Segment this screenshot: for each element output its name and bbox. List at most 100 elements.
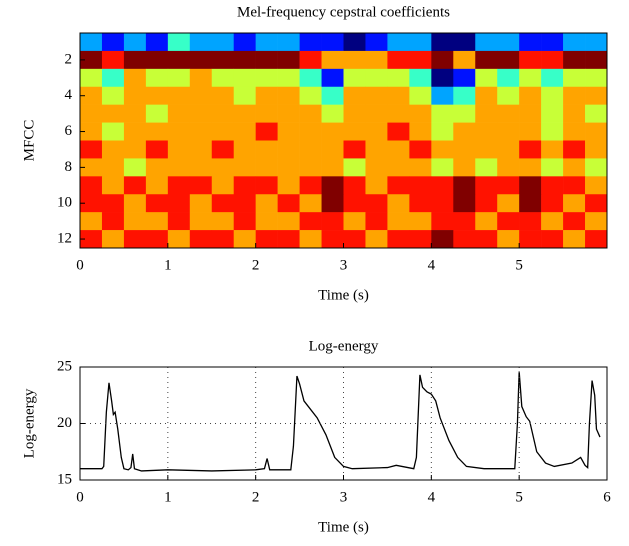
- heat-cell: [189, 86, 213, 105]
- heat-cell: [321, 140, 344, 159]
- heat-cell: [101, 86, 125, 105]
- heat-cell: [321, 104, 344, 123]
- heat-cell: [189, 230, 213, 249]
- x-axis-label: Time (s): [318, 519, 369, 535]
- heat-cell: [255, 230, 278, 249]
- heat-cell: [233, 194, 256, 213]
- heat-cell: [255, 68, 278, 88]
- heat-cell: [189, 50, 213, 70]
- heat-cell: [563, 86, 586, 105]
- plot-frame: [79, 32, 608, 249]
- heat-cell: [255, 122, 278, 141]
- heat-cell: [409, 140, 432, 159]
- heat-cell: [585, 86, 608, 105]
- heat-cell: [145, 50, 169, 70]
- heat-cell: [233, 158, 256, 177]
- heat-cell: [475, 68, 498, 88]
- heat-cell: [189, 140, 213, 159]
- heat-cell: [145, 212, 169, 231]
- x-tick-label: 6: [603, 489, 611, 505]
- heat-cell: [387, 230, 410, 249]
- heat-cell: [409, 50, 432, 70]
- heat-cell: [277, 33, 300, 52]
- y-tick-label: 12: [57, 230, 72, 246]
- heat-cell: [123, 33, 147, 52]
- heat-cell: [277, 140, 300, 159]
- heat-cell: [541, 33, 564, 52]
- heat-cell: [497, 194, 520, 213]
- heat-cell: [343, 230, 366, 249]
- heat-cell: [585, 33, 608, 52]
- heat-cell: [211, 194, 235, 213]
- heat-cell: [321, 68, 344, 88]
- heat-cell: [189, 158, 213, 177]
- heat-cell: [321, 50, 344, 70]
- heat-cell: [101, 68, 125, 88]
- heat-cell: [409, 230, 432, 249]
- x-tick-label: 1: [164, 489, 172, 505]
- heat-cell: [541, 122, 564, 141]
- heat-cell: [101, 230, 125, 249]
- heat-cell: [233, 176, 256, 195]
- heat-cell: [299, 230, 322, 249]
- heat-cell: [211, 176, 235, 195]
- heat-cell: [365, 194, 388, 213]
- heat-cell: [189, 176, 213, 195]
- heat-cell: [431, 33, 454, 52]
- heat-cell: [585, 158, 608, 177]
- heat-cell: [189, 194, 213, 213]
- heat-cell: [167, 68, 191, 88]
- heat-cell: [233, 68, 256, 88]
- heat-cell: [387, 158, 410, 177]
- heat-cell: [497, 140, 520, 159]
- heat-cell: [519, 122, 542, 141]
- chart-title: Mel-frequency cepstral coefficients: [237, 4, 450, 20]
- heat-cell: [541, 140, 564, 159]
- heat-cell: [321, 158, 344, 177]
- heat-cell: [387, 194, 410, 213]
- heat-cell: [585, 230, 608, 249]
- heat-cell: [497, 68, 520, 88]
- heat-cell: [277, 104, 300, 123]
- heat-cell: [387, 86, 410, 105]
- heat-cell: [475, 158, 498, 177]
- heat-cell: [365, 212, 388, 231]
- heat-cell: [255, 86, 278, 105]
- heat-cell: [233, 122, 256, 141]
- heat-cell: [277, 68, 300, 88]
- heat-cell: [541, 86, 564, 105]
- heat-cell: [321, 230, 344, 249]
- heat-cell: [541, 194, 564, 213]
- heat-cell: [211, 68, 235, 88]
- y-tick-label: 2: [65, 51, 73, 67]
- heat-cell: [497, 122, 520, 141]
- heat-cell: [80, 33, 103, 52]
- heat-cell: [365, 86, 388, 105]
- heat-cell: [541, 212, 564, 231]
- heat-cell: [167, 176, 191, 195]
- heat-cell: [233, 212, 256, 231]
- heat-cell: [453, 158, 476, 177]
- heat-cell: [233, 33, 256, 52]
- heat-cell: [101, 140, 125, 159]
- heat-cell: [145, 194, 169, 213]
- heat-cell: [563, 104, 586, 123]
- y-tick-label: 25: [57, 358, 72, 374]
- x-tick-label: 0: [76, 489, 84, 505]
- heat-cell: [123, 50, 147, 70]
- heat-cell: [167, 140, 191, 159]
- heat-cell: [343, 158, 366, 177]
- heat-cell: [343, 68, 366, 88]
- x-tick-label: 4: [428, 257, 436, 273]
- heat-cell: [343, 33, 366, 52]
- heat-cell: [277, 230, 300, 249]
- heat-cell: [563, 212, 586, 231]
- x-tick-label: 0: [76, 257, 84, 273]
- heat-cell: [475, 86, 498, 105]
- heat-cell: [255, 33, 278, 52]
- heat-cell: [387, 140, 410, 159]
- heat-cell: [365, 230, 388, 249]
- heat-cell: [167, 104, 191, 123]
- heat-cell: [409, 194, 432, 213]
- heat-cell: [101, 194, 125, 213]
